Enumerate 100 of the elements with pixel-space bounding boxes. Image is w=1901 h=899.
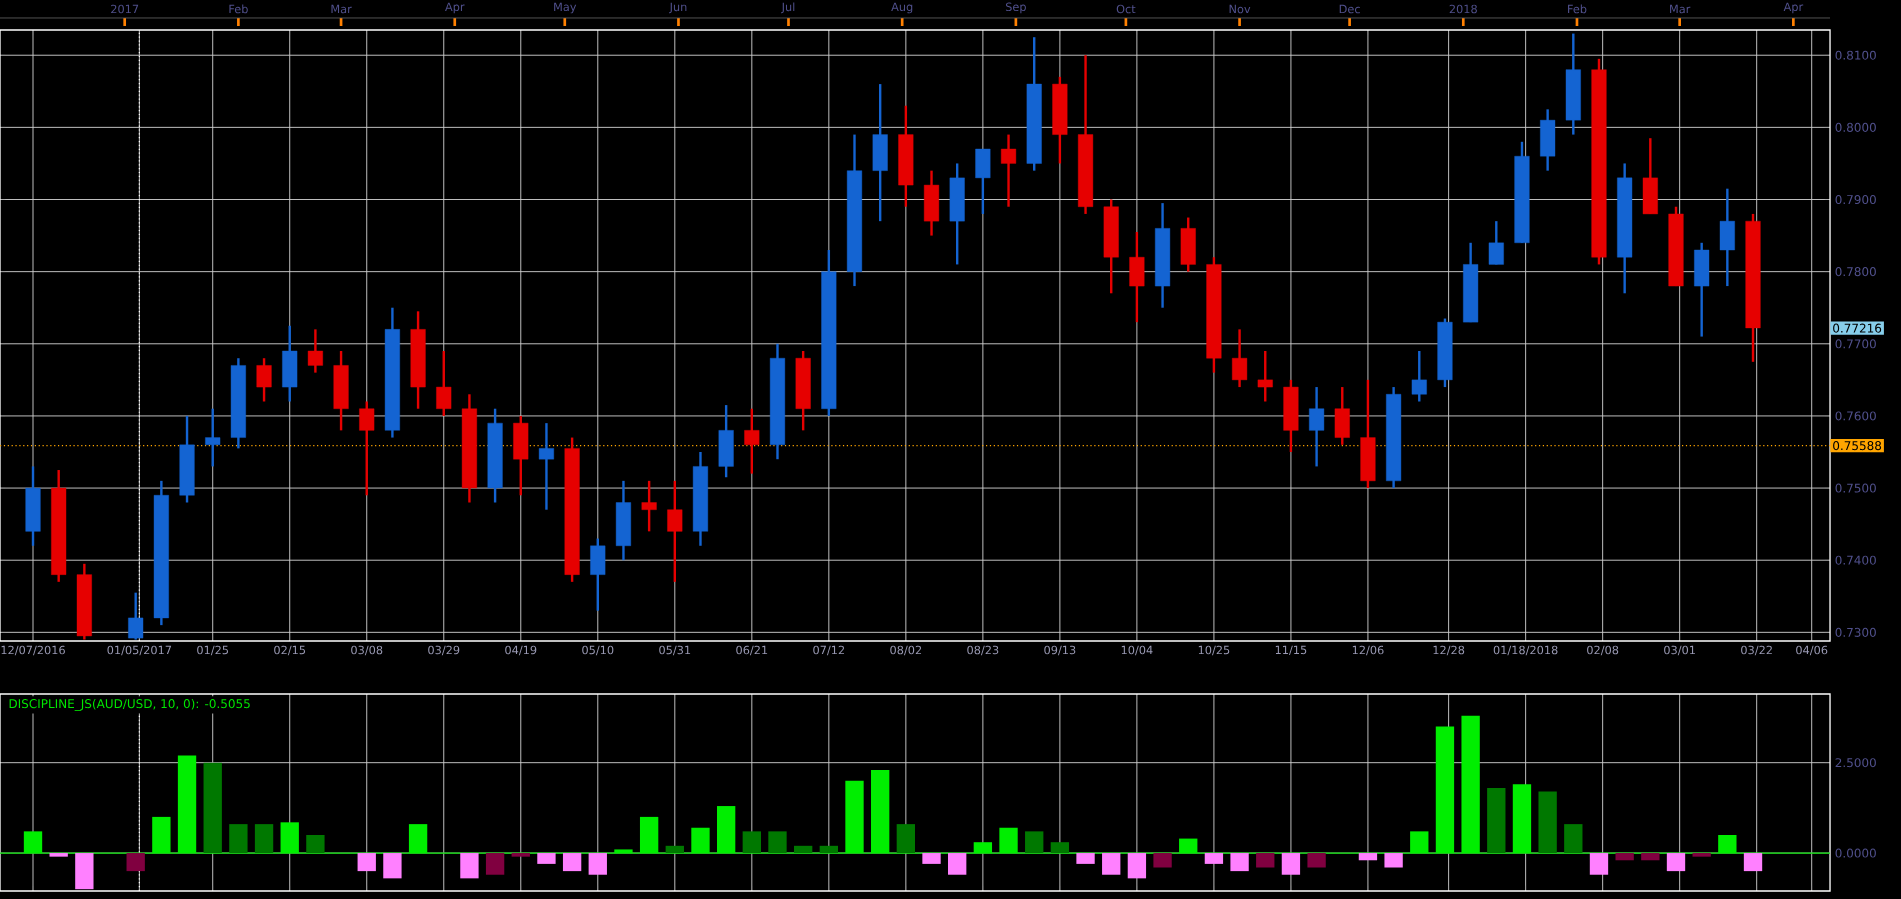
bar <box>871 769 890 854</box>
bar <box>614 849 633 854</box>
candlestick <box>1257 349 1273 403</box>
bar <box>1692 853 1711 857</box>
candlestick <box>744 407 760 475</box>
bar <box>768 831 787 854</box>
x-tick-label: 01/05/2017 <box>107 645 172 656</box>
x-tick-label: 08/23 <box>967 645 999 656</box>
bar <box>280 822 299 854</box>
bar <box>999 827 1018 854</box>
bar <box>742 831 761 854</box>
x-tick-label: 10/25 <box>1198 645 1230 656</box>
bar <box>152 816 171 854</box>
bar <box>1025 831 1044 854</box>
x-tick-label: 01/18/2018 <box>1493 645 1558 656</box>
x-tick-label: 02/08 <box>1587 645 1619 656</box>
y-tick-label: 0.7500 <box>1835 483 1876 493</box>
candlestick <box>1001 133 1017 208</box>
x-tick-label: 08/02 <box>890 645 922 656</box>
x-tick-label: 12/06 <box>1352 645 1384 656</box>
x2-tick-label: Aug <box>891 2 913 14</box>
bar <box>588 853 607 875</box>
bar <box>1230 853 1249 872</box>
text: 0.77216 <box>1833 323 1882 333</box>
x-tick-label: 04/19 <box>505 645 537 656</box>
bar <box>948 853 967 875</box>
bar <box>1487 787 1506 854</box>
bar <box>1204 853 1224 864</box>
bar <box>896 824 916 854</box>
bar <box>1256 853 1275 868</box>
bar <box>1179 838 1198 854</box>
x2-tick-label: Mar <box>331 4 352 14</box>
bar <box>819 845 838 854</box>
bar <box>126 853 145 872</box>
bar <box>793 845 813 854</box>
x-tick-label: 03/01 <box>1664 645 1695 656</box>
x2-tick-label: Oct <box>1116 4 1136 14</box>
x-tick-label: 12/28 <box>1433 645 1465 656</box>
x2-tick-label: May <box>554 2 577 14</box>
bar <box>229 824 248 854</box>
y-tick-label: 0.0000 <box>1835 848 1876 858</box>
bar <box>1589 853 1609 875</box>
candlestick <box>1309 385 1325 468</box>
bar <box>1743 853 1763 872</box>
x2-tick-label: 2018 <box>1449 4 1477 14</box>
x2-tick-label: Jun <box>669 2 687 14</box>
bar <box>254 824 274 854</box>
bar <box>1564 824 1583 854</box>
bar <box>1615 853 1634 861</box>
x2-tick-label: Feb <box>1568 4 1587 14</box>
x2-tick-label: 2017 <box>111 4 139 14</box>
bar <box>511 853 530 857</box>
bar <box>1102 853 1121 875</box>
bar <box>665 845 684 854</box>
bar <box>1538 791 1557 854</box>
bar <box>357 853 376 872</box>
bar <box>1358 853 1378 861</box>
bar <box>1384 853 1403 868</box>
bar <box>460 853 479 879</box>
candlestick <box>538 421 554 511</box>
bar <box>1641 853 1660 861</box>
candlestick <box>1232 328 1248 389</box>
bar <box>1307 853 1326 868</box>
x-tick-label: 06/21 <box>736 645 768 656</box>
bar <box>49 853 68 857</box>
candlestick <box>205 407 221 468</box>
y-tick-label: 0.7700 <box>1835 339 1876 349</box>
ref-line-label: 0.75588 <box>1833 441 1882 451</box>
x2-tick-label: Apr <box>1783 2 1804 14</box>
x2-tick-label: Feb <box>229 4 248 14</box>
x-tick-label: 01/25 <box>197 645 229 656</box>
bar <box>383 853 402 879</box>
x-tick-label: 10/04 <box>1121 645 1153 656</box>
bar <box>1410 831 1429 854</box>
bar <box>203 762 222 854</box>
x-tick-label: 05/31 <box>659 645 691 656</box>
x2-tick-label: Dec <box>1339 4 1360 14</box>
bar <box>177 755 197 854</box>
bar <box>1076 853 1095 864</box>
x-tick-label: 12/07/2016 <box>1 645 65 656</box>
y-tick-label: 2.5000 <box>1835 758 1876 768</box>
bar <box>639 816 659 854</box>
bar <box>1127 853 1147 879</box>
bar <box>1461 715 1480 854</box>
x-tick-label: 03/29 <box>428 645 460 656</box>
y-tick-label: 0.7400 <box>1835 555 1876 565</box>
y-tick-label: 0.7300 <box>1835 627 1876 637</box>
bar <box>1435 726 1455 854</box>
y-tick-label: 0.8100 <box>1835 50 1876 60</box>
bar <box>408 824 428 854</box>
y-tick-label: 0.7600 <box>1835 411 1876 421</box>
bar <box>1666 853 1686 872</box>
candlestick <box>359 400 375 497</box>
x-tick-label: 02/15 <box>274 645 306 656</box>
y-tick-label: 0.7900 <box>1835 194 1876 205</box>
bar <box>1153 853 1172 868</box>
y-tick-label: 0.7800 <box>1835 267 1876 277</box>
candlestick <box>641 479 657 533</box>
x2-tick-label: Apr <box>445 2 465 14</box>
bar <box>845 780 864 854</box>
